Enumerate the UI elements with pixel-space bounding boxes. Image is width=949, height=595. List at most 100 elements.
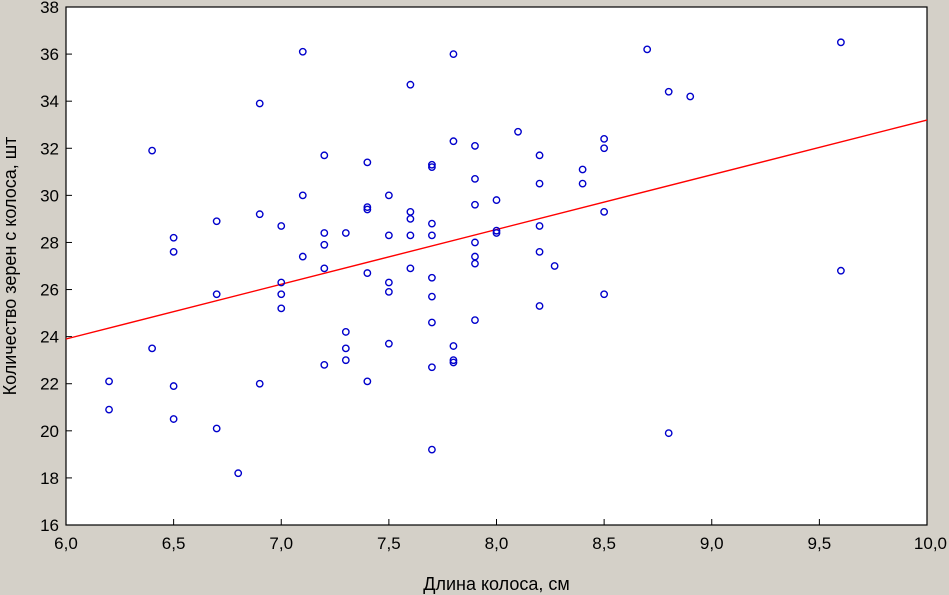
data-point xyxy=(600,134,609,143)
data-point xyxy=(384,278,393,287)
data-point xyxy=(298,191,307,200)
data-point xyxy=(428,163,436,172)
data-point xyxy=(406,215,415,223)
data-point xyxy=(535,302,544,310)
data-point xyxy=(600,290,609,299)
data-point xyxy=(320,360,329,369)
data-point xyxy=(449,342,458,350)
data-point xyxy=(428,318,436,327)
data-point xyxy=(471,200,479,209)
data-point xyxy=(320,229,329,237)
data-point xyxy=(384,231,393,240)
data-point xyxy=(212,424,221,433)
data-point xyxy=(471,238,479,247)
data-point xyxy=(406,264,415,273)
x-tick-label: 9,0 xyxy=(700,534,724,553)
data-point xyxy=(449,137,458,146)
x-tick-label: 7,0 xyxy=(269,534,293,553)
x-tick-label: 10,0 xyxy=(914,534,947,553)
data-point xyxy=(277,222,286,230)
data-point xyxy=(363,205,372,214)
data-point xyxy=(105,405,113,414)
y-tick-label: 36 xyxy=(40,45,59,64)
data-point xyxy=(550,262,559,270)
data-point xyxy=(169,233,178,242)
data-point xyxy=(535,179,544,188)
data-point xyxy=(384,339,393,348)
data-point xyxy=(298,252,307,261)
data-point xyxy=(578,179,587,188)
y-tick-label: 32 xyxy=(40,139,59,158)
data-point xyxy=(105,377,113,386)
data-point xyxy=(428,273,436,282)
data-point xyxy=(406,80,415,89)
data-point xyxy=(428,231,436,240)
data-point xyxy=(341,356,350,365)
data-point xyxy=(449,358,458,367)
data-point xyxy=(535,247,544,256)
y-tick-label: 22 xyxy=(40,375,59,394)
data-points xyxy=(105,38,845,478)
data-point xyxy=(255,210,264,219)
x-tick-label: 6,5 xyxy=(162,534,186,553)
y-tick-label: 24 xyxy=(40,328,59,347)
y-tick-label: 16 xyxy=(40,516,59,535)
data-point xyxy=(255,99,264,108)
y-tick-label: 30 xyxy=(40,186,59,205)
data-point xyxy=(471,259,479,268)
data-point xyxy=(212,290,221,299)
x-tick-label: 9,5 xyxy=(808,534,832,553)
data-point xyxy=(320,151,329,160)
y-tick-label: 34 xyxy=(40,92,59,111)
x-axis-title: Длина колоса, см xyxy=(423,574,570,594)
data-point xyxy=(492,226,501,235)
data-point xyxy=(384,287,393,296)
data-point xyxy=(384,191,393,200)
x-tick-label: 6,0 xyxy=(54,534,78,553)
data-point xyxy=(277,304,286,313)
data-point xyxy=(363,377,372,386)
data-point xyxy=(600,207,609,216)
data-point xyxy=(428,292,436,301)
y-axis-title: Количество зерен с колоса, шт xyxy=(0,137,20,396)
x-axis-ticks: 6,0 6,5 7,0 7,5 8,0 8,5 9,0 9,5 10,0 xyxy=(54,519,947,553)
data-point xyxy=(406,231,415,240)
data-point xyxy=(514,127,522,136)
y-tick-label: 38 xyxy=(40,0,59,17)
x-tick-label: 7,5 xyxy=(377,534,401,553)
data-point xyxy=(535,222,544,230)
data-point xyxy=(277,278,286,287)
y-tick-label: 28 xyxy=(40,233,59,252)
data-point xyxy=(471,142,479,150)
data-point xyxy=(363,158,372,167)
data-point xyxy=(837,266,845,275)
data-point xyxy=(492,196,501,204)
data-point xyxy=(148,146,157,155)
plot-area xyxy=(65,6,928,526)
data-point xyxy=(428,445,436,454)
data-point xyxy=(255,379,264,388)
data-point xyxy=(471,316,479,325)
data-point xyxy=(837,38,845,47)
y-tick-label: 18 xyxy=(40,469,59,488)
data-point xyxy=(643,45,652,54)
data-point xyxy=(428,160,436,169)
data-point xyxy=(428,363,436,372)
data-point xyxy=(600,144,609,153)
x-tick-label: 8,0 xyxy=(485,534,509,553)
data-point xyxy=(686,92,695,101)
data-point xyxy=(169,247,178,256)
data-point xyxy=(449,356,458,365)
data-point xyxy=(449,50,458,58)
data-point xyxy=(471,174,479,183)
data-point xyxy=(212,217,221,226)
data-point xyxy=(363,269,372,277)
data-point xyxy=(320,264,329,273)
data-point xyxy=(664,87,673,96)
data-point xyxy=(578,165,587,174)
data-point xyxy=(234,469,243,478)
x-tick-label: 8,5 xyxy=(592,534,616,553)
data-point xyxy=(320,240,329,249)
y-axis-ticks: 16 18 20 22 24 26 28 30 32 34 36 38 xyxy=(40,0,72,535)
